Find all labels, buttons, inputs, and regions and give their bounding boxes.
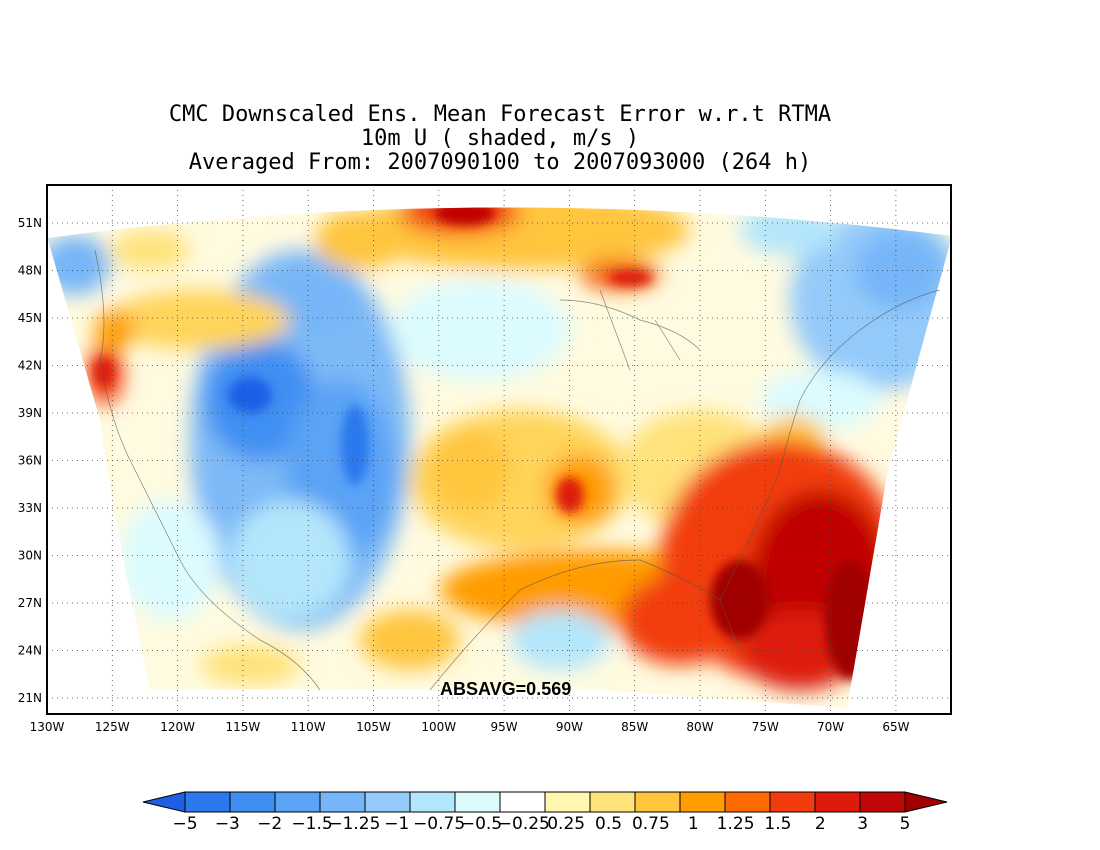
colorbar-tick-label: −1 <box>384 814 409 834</box>
lon-label: 130W <box>30 720 65 734</box>
lon-label: 70W <box>817 720 844 734</box>
colorbar-segment <box>319 791 366 813</box>
lon-label: 90W <box>556 720 583 734</box>
lat-lon-grid <box>47 185 951 714</box>
lat-label: 36N <box>18 454 42 468</box>
colorbar-segment <box>679 791 726 813</box>
lat-label: 33N <box>18 501 42 515</box>
map-title-line1: CMC Downscaled Ens. Mean Forecast Error … <box>168 102 832 127</box>
map-title-line3: Averaged From: 2007090100 to 2007093000 … <box>188 150 812 175</box>
colorbar-tick-label: 2 <box>815 814 826 834</box>
lat-label: 24N <box>18 644 42 658</box>
lon-label: 100W <box>421 720 456 734</box>
colorbar-tick-label: −0.25 <box>498 814 550 834</box>
colorbar-segment <box>454 791 501 813</box>
map-title-line2: 10m U ( shaded, m/s ) <box>360 126 640 151</box>
colorbar-tick-label: −2 <box>257 814 282 834</box>
map-frame <box>46 184 952 715</box>
colorbar-segment <box>274 791 321 813</box>
longitude-labels: 130W 125W 120W 115W 110W 105W 100W 95W 90W 85W 80W… <box>30 720 910 734</box>
lon-label: 65W <box>882 720 909 734</box>
colorbar-segment <box>589 791 636 813</box>
colorbar-tick-label: 3 <box>857 814 868 834</box>
lon-label: 120W <box>160 720 195 734</box>
colorbar-segment <box>814 791 861 813</box>
shaded-field <box>48 207 952 708</box>
colorbar-tick-label: 1 <box>688 814 699 834</box>
colorbar-tick-label: −3 <box>215 814 240 834</box>
colorbar-tick-label: −0.5 <box>461 814 502 834</box>
lon-label: 110W <box>291 720 326 734</box>
colorbar-tick-label: −0.75 <box>413 814 465 834</box>
colorbar-segment <box>544 791 591 813</box>
lon-label: 80W <box>686 720 713 734</box>
lat-label: 21N <box>18 691 42 705</box>
lon-label: 85W <box>621 720 648 734</box>
colorbar-segment <box>184 791 231 813</box>
colorbar-tick-label: 0.5 <box>595 814 622 834</box>
absavg-label: ABSAVG=0.569 <box>440 679 571 699</box>
lat-label: 27N <box>18 596 42 610</box>
latitude-labels: 51N 48N 45N 42N 39N 36N 33N 30N 27N 24N 21N <box>18 216 42 705</box>
boundary-lines <box>94 249 941 691</box>
colorbar <box>142 791 948 813</box>
colorbar-arrow-low <box>142 791 186 813</box>
lon-label: 105W <box>356 720 391 734</box>
lat-label: 39N <box>18 406 42 420</box>
lat-label: 45N <box>18 311 42 325</box>
colorbar-segment <box>499 791 546 813</box>
lon-label: 95W <box>491 720 518 734</box>
colorbar-tick-label: −1.5 <box>291 814 332 834</box>
lon-label: 125W <box>95 720 130 734</box>
colorbar-segment <box>859 791 906 813</box>
colorbar-tick-label: 0.75 <box>632 814 670 834</box>
lat-label: 42N <box>18 359 42 373</box>
colorbar-segment <box>769 791 816 813</box>
colorbar-tick-label: 5 <box>900 814 911 834</box>
lon-label: 75W <box>752 720 779 734</box>
colorbar-labels: −5 −3 −2 −1.5−1.25 −1 −0.75−0.5−0.250.25 0.5 0.… <box>172 814 910 834</box>
colorbar-tick-label: −1.25 <box>328 814 380 834</box>
lat-label: 30N <box>18 549 42 563</box>
colorbar-segment <box>364 791 411 813</box>
colorbar-segment <box>229 791 276 813</box>
colorbar-tick-label: 0.25 <box>547 814 585 834</box>
colorbar-tick-label: −5 <box>172 814 197 834</box>
lon-label: 115W <box>226 720 261 734</box>
colorbar-tick-label: 1.25 <box>717 814 755 834</box>
colorbar-segment <box>724 791 771 813</box>
colorbar-tick-label: 1.5 <box>764 814 791 834</box>
colorbar-segment <box>634 791 681 813</box>
colorbar-arrow-high <box>904 791 948 813</box>
colorbar-segment <box>409 791 456 813</box>
lat-label: 48N <box>18 264 42 278</box>
lat-label: 51N <box>18 216 42 230</box>
